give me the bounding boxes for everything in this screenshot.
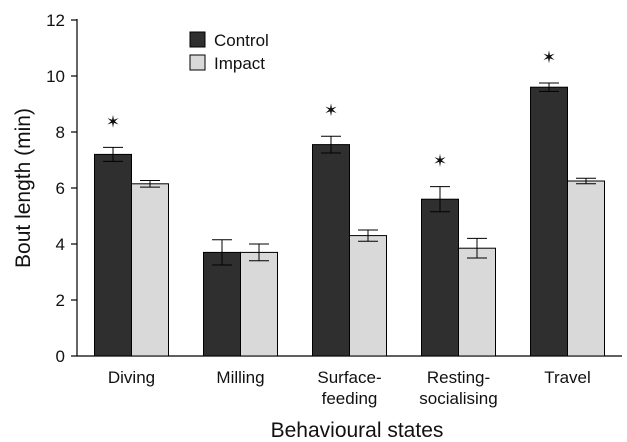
x-tick-label: Travel: [544, 368, 591, 387]
bar-control: [203, 251, 241, 357]
y-tick-label: 10: [46, 67, 65, 86]
bar-impact: [567, 180, 605, 357]
bar-control: [421, 198, 459, 357]
y-tick-label: 12: [46, 11, 65, 30]
x-axis-title: Behavioural states: [271, 419, 444, 442]
bar-impact: [458, 247, 496, 357]
error-bar: [321, 135, 341, 154]
y-tick-label: 6: [56, 179, 65, 198]
y-tick-label: 0: [56, 347, 65, 366]
x-axis: Diving Milling Surface-feeding Resting-soci…: [77, 355, 622, 408]
significance-markers: ✶ ✶ ✶ ✶: [106, 48, 556, 172]
x-tick-label: Surface-feeding: [317, 368, 381, 408]
error-bar: [249, 243, 269, 262]
legend-swatch-control: [189, 31, 206, 48]
bar-control: [94, 153, 132, 357]
significance-star: ✶: [433, 152, 447, 172]
y-axis-title: Bout length (min): [12, 108, 35, 268]
legend-label-impact: Impact: [214, 54, 265, 73]
error-bar: [430, 186, 450, 213]
error-bar: [576, 177, 596, 185]
bar-impact: [240, 251, 278, 357]
error-bar: [103, 146, 123, 162]
bars: [94, 86, 605, 357]
legend-label-control: Control: [214, 31, 269, 50]
error-bar: [212, 239, 232, 266]
y-tick-label: 4: [56, 235, 65, 254]
error-bars: [103, 82, 596, 266]
bar-control: [530, 86, 568, 357]
y-tick-label: 2: [56, 291, 65, 310]
error-bar: [467, 237, 487, 259]
x-tick-label: Milling: [216, 368, 264, 387]
bar-impact: [349, 235, 387, 357]
x-tick-label: Diving: [108, 368, 155, 387]
bar-impact: [131, 183, 169, 357]
significance-star: ✶: [542, 48, 556, 68]
significance-star: ✶: [106, 112, 120, 132]
error-bar: [539, 82, 559, 92]
y-axis: 0 2 4 6 8 10 12: [46, 11, 78, 366]
significance-star: ✶: [324, 101, 338, 121]
error-bar: [358, 229, 378, 242]
legend-swatch-impact: [189, 54, 206, 71]
error-bar: [140, 179, 160, 188]
y-tick-label: 8: [56, 123, 65, 142]
legend: Control Impact: [189, 31, 269, 73]
bar-control: [312, 144, 350, 357]
x-tick-label: Resting-socialising: [419, 368, 497, 408]
